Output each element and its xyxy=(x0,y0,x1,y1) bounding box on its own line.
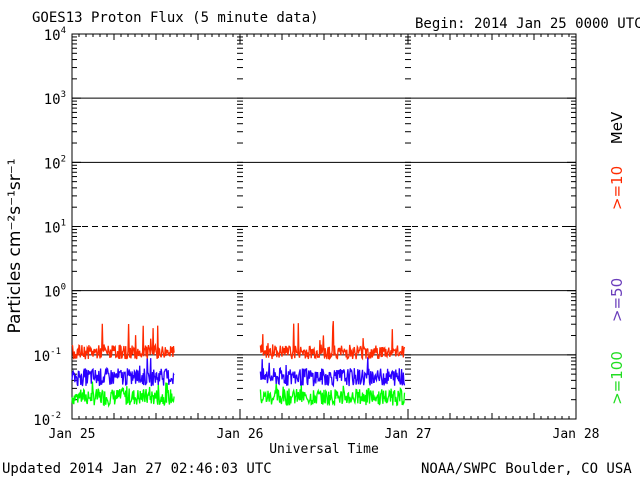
series-line-10MeV xyxy=(71,323,175,360)
series-line-100MeV xyxy=(71,381,175,408)
y-tick-label: 10-2 xyxy=(33,411,61,429)
footer-credit: NOAA/SWPC Boulder, CO USA xyxy=(421,461,632,477)
y-tick-label: 100 xyxy=(44,283,66,301)
begin-label: Begin: 2014 Jan 25 0000 UTC xyxy=(415,16,640,32)
y-tick-label: 104 xyxy=(44,26,66,44)
y-tick-label: 101 xyxy=(44,219,66,237)
chart-title: GOES13 Proton Flux (5 minute data) xyxy=(32,10,319,26)
series-line-50MeV xyxy=(71,355,175,387)
legend-label: MeV xyxy=(608,111,626,144)
x-tick-label: Jan 25 xyxy=(49,427,96,442)
footer-updated: Updated 2014 Jan 27 02:46:03 UTC xyxy=(2,461,272,477)
y-tick-label: 103 xyxy=(44,90,66,108)
legend-label: >=10 xyxy=(608,166,626,210)
series-line-50MeV xyxy=(259,357,406,388)
legend-label: >=100 xyxy=(608,351,626,405)
series-line-100MeV xyxy=(259,383,406,407)
x-tick-label: Jan 27 xyxy=(385,427,432,442)
x-axis-label: Universal Time xyxy=(269,442,379,457)
series-line-10MeV xyxy=(259,321,406,361)
x-tick-label: Jan 28 xyxy=(553,427,600,442)
x-tick-label: Jan 26 xyxy=(217,427,264,442)
y-axis-label: Particles cm⁻²s⁻¹sr⁻¹ xyxy=(5,158,25,333)
legend-label: >=50 xyxy=(608,278,626,322)
y-tick-label: 102 xyxy=(44,154,66,172)
y-tick-label: 10-1 xyxy=(33,347,61,365)
